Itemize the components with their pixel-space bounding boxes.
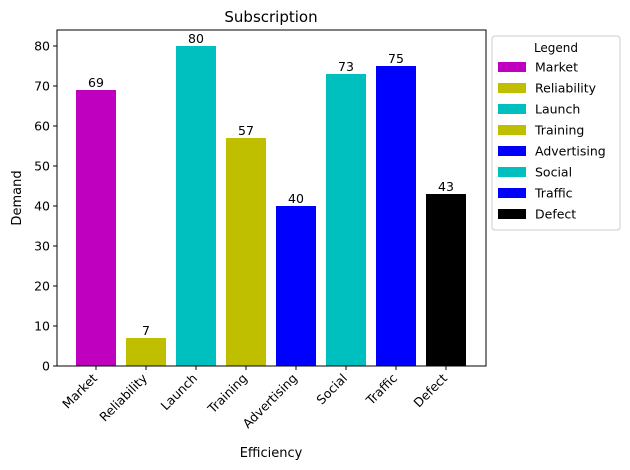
legend-swatch-market (498, 62, 526, 72)
x-tick-label: Reliability (96, 370, 150, 424)
legend-label: Market (535, 60, 578, 75)
y-tick-label: 0 (42, 359, 50, 374)
bar-value-label: 7 (142, 323, 150, 338)
legend: Legend Market Reliability Launch Training Ad… (491, 35, 621, 231)
bar-value-label: 57 (238, 123, 254, 138)
bar-value-label: 69 (88, 75, 104, 90)
bar-reliability (126, 338, 166, 366)
legend-swatch-defect (498, 209, 526, 219)
legend-label: Training (534, 123, 584, 138)
bars (76, 46, 466, 366)
bar-traffic (376, 66, 416, 366)
y-tick-label: 40 (34, 199, 50, 214)
legend-swatch-advertising (498, 146, 526, 156)
legend-label: Launch (535, 102, 580, 117)
x-tick-label: Social (313, 371, 350, 408)
y-axis: 0 10 20 30 40 50 60 70 80 (34, 39, 57, 374)
y-tick-label: 60 (34, 119, 50, 134)
chart-title: Subscription (224, 8, 317, 26)
legend-title: Legend (534, 41, 578, 55)
x-tick-label: Traffic (362, 370, 400, 408)
x-tick-label: Market (59, 370, 100, 411)
bar-advertising (276, 206, 316, 366)
bar-value-label: 75 (388, 51, 404, 66)
legend-label: Reliability (535, 81, 597, 96)
plot-frame (56, 29, 487, 367)
x-tick-label: Defect (410, 370, 450, 410)
y-tick-label: 10 (34, 319, 50, 334)
x-tick-label: Training (204, 371, 250, 417)
bar-value-label: 80 (188, 31, 204, 46)
legend-swatch-reliability (498, 83, 526, 93)
bar-value-labels: 69 7 80 57 40 73 75 43 (88, 31, 454, 338)
y-tick-label: 80 (34, 39, 50, 54)
y-tick-label: 30 (34, 239, 50, 254)
x-axis-label: Efficiency (240, 446, 303, 461)
bar-training (226, 138, 266, 366)
legend-entries: Market Reliability Launch Training Advertisi… (498, 60, 606, 222)
legend-swatch-training (498, 125, 526, 135)
bar-social (326, 74, 366, 366)
legend-label: Social (535, 165, 572, 180)
legend-label: Defect (535, 207, 576, 222)
bar-value-label: 73 (338, 59, 354, 74)
x-tick-label: Launch (158, 371, 201, 414)
bar-defect (426, 194, 466, 366)
legend-label: Advertising (535, 144, 606, 159)
bar-value-label: 43 (438, 179, 454, 194)
legend-swatch-social (498, 167, 526, 177)
legend-label: Traffic (534, 186, 573, 201)
bar-launch (176, 46, 216, 366)
y-axis-label: Demand (10, 170, 25, 225)
y-tick-label: 50 (34, 159, 50, 174)
legend-swatch-launch (498, 104, 526, 114)
y-tick-label: 70 (34, 79, 50, 94)
bar-market (76, 90, 116, 366)
legend-swatch-traffic (498, 188, 526, 198)
y-tick-label: 20 (34, 279, 50, 294)
bar-value-label: 40 (288, 191, 304, 206)
